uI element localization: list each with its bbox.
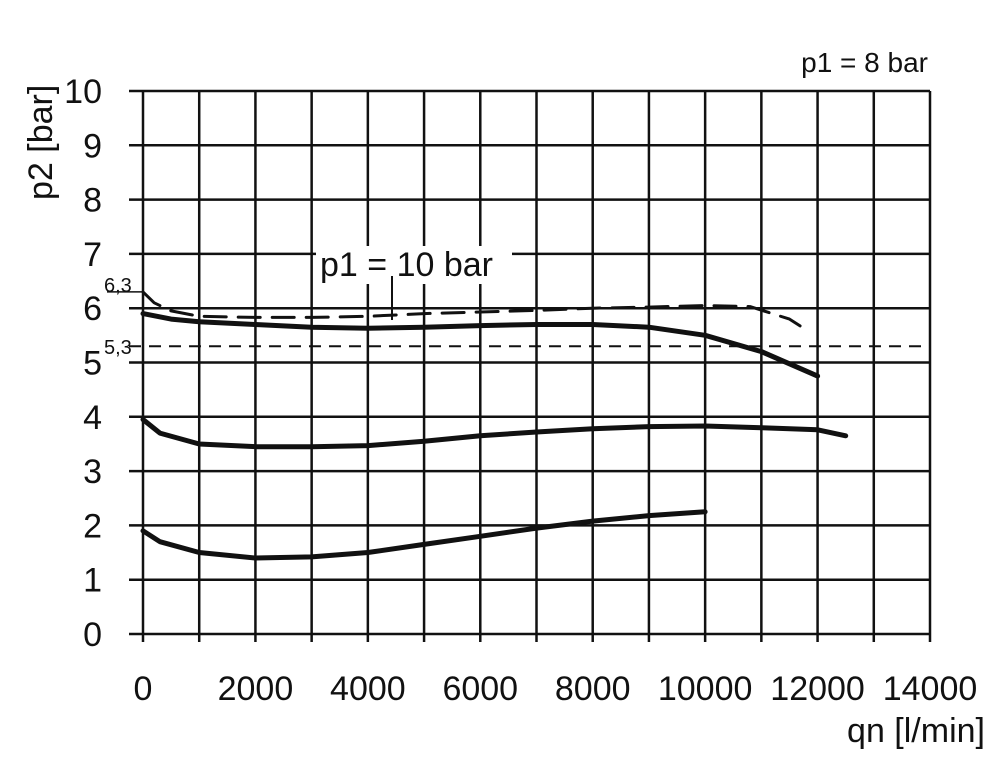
series-line-1 — [140, 311, 821, 379]
series-line-3 — [140, 509, 708, 561]
series-group — [140, 290, 849, 561]
y-tick-label: 7 — [83, 236, 102, 274]
y-tick-label: 4 — [83, 399, 102, 437]
ref-label-6-3: 6,3 — [104, 275, 132, 297]
x-tick-label: 2000 — [218, 670, 294, 708]
y-tick-label: 10 — [64, 73, 102, 111]
x-tick-label: 4000 — [330, 670, 406, 708]
y-tick-label: 1 — [83, 562, 102, 600]
y-tick-label: 9 — [83, 127, 102, 165]
x-tick-label: 0 — [134, 670, 153, 708]
ref-label-5-3: 5,3 — [104, 337, 132, 359]
x-axis-label: qn [l/min] — [847, 712, 985, 750]
series-line-2 — [140, 417, 849, 450]
y-tick-label: 6 — [83, 290, 102, 328]
y-tick-label: 5 — [83, 345, 102, 383]
x-tick-label: 10000 — [658, 670, 753, 708]
y-tick-label: 0 — [83, 616, 102, 654]
legend-bg — [316, 246, 512, 284]
y-tick-label: 3 — [83, 453, 102, 491]
chart-title: p1 = 8 bar — [801, 47, 928, 78]
series-label-p1-10: p1 = 10 bar — [320, 246, 493, 284]
x-tick-label: 8000 — [555, 670, 631, 708]
tick-labels: 0 2000 4000 6000 8000 10000 12000 14000 0 1 2 3 4 5 6 7… — [64, 73, 977, 708]
x-tick-label: 14000 — [883, 670, 978, 708]
grid — [107, 89, 932, 642]
y-tick-label: 2 — [83, 507, 102, 545]
x-tick-label: 12000 — [770, 670, 865, 708]
y-axis-label: p2 [bar] — [22, 85, 60, 200]
y-tick-label: 8 — [83, 182, 102, 220]
x-tick-label: 6000 — [442, 670, 518, 708]
series-line-0 — [141, 290, 808, 332]
